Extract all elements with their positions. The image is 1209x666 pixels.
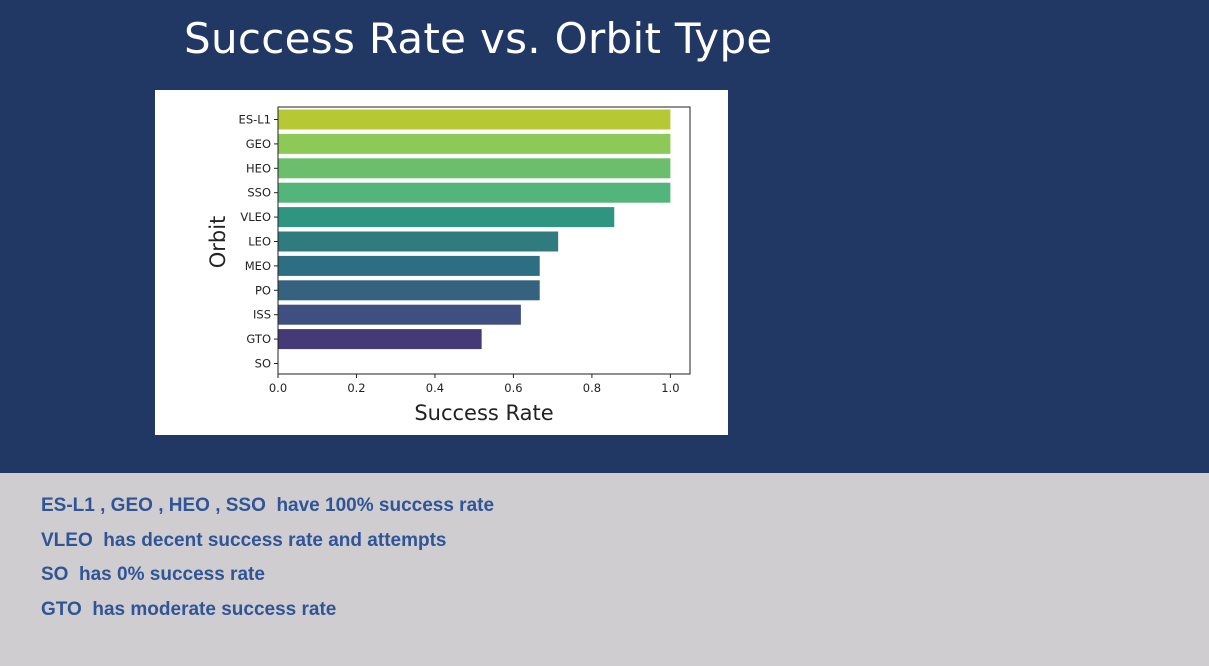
y-tick-label: SO <box>255 357 271 371</box>
x-tick-label: 1.0 <box>661 381 679 395</box>
y-ticks-group: ES-L1 GEO HEO SSO VLEO LEO MEO PO ISS GTO SO <box>239 113 278 371</box>
note-item: SO has 0% success rate <box>41 564 265 585</box>
x-axis-label: Success Rate <box>414 401 553 425</box>
y-tick-label: GTO <box>246 332 271 346</box>
note-item: VLEO has decent success rate and attempt… <box>41 529 447 551</box>
y-tick-label: PO <box>255 283 271 297</box>
notes-list: ES-L1 , GEO , HEO , SSO have 100% succes… <box>41 492 494 630</box>
y-tick-label: VLEO <box>240 210 271 224</box>
bar-gto <box>278 329 482 350</box>
y-tick-label: MEO <box>245 259 271 273</box>
x-ticks-group: 0.0 0.2 0.4 0.6 0.8 1.0 <box>269 374 680 395</box>
note-item: ES-L1 , GEO , HEO , SSO have 100% succes… <box>41 495 495 516</box>
y-tick-label: HEO <box>246 161 271 175</box>
bar-leo <box>278 231 559 252</box>
bar-geo <box>278 133 671 154</box>
bar-sso <box>278 182 671 203</box>
y-tick-label: SSO <box>247 186 271 200</box>
bar-meo <box>278 255 540 276</box>
bar-es-l1 <box>278 109 671 130</box>
x-tick-label: 0.0 <box>269 381 287 395</box>
y-tick-label: GEO <box>246 137 271 151</box>
bars-group <box>278 109 671 350</box>
chart-card: ES-L1 GEO HEO SSO VLEO LEO MEO PO ISS GTO SO 0.0 0.… <box>155 90 728 435</box>
y-axis-label: Orbit <box>206 216 230 269</box>
note-item: GTO has moderate success rate <box>41 598 337 620</box>
x-tick-label: 0.8 <box>583 381 601 395</box>
y-tick-label: ISS <box>253 308 271 322</box>
plot-frame <box>277 106 691 375</box>
bar-iss <box>278 304 521 325</box>
bar-vleo <box>278 207 615 228</box>
bar-heo <box>278 158 671 179</box>
slide-title: Success Rate vs. Orbit Type <box>184 14 773 63</box>
x-tick-label: 0.6 <box>504 381 522 395</box>
y-tick-label: ES-L1 <box>239 113 271 127</box>
x-tick-label: 0.2 <box>347 381 365 395</box>
y-tick-label: LEO <box>248 235 271 249</box>
bar-po <box>278 280 540 301</box>
x-tick-label: 0.4 <box>426 381 444 395</box>
